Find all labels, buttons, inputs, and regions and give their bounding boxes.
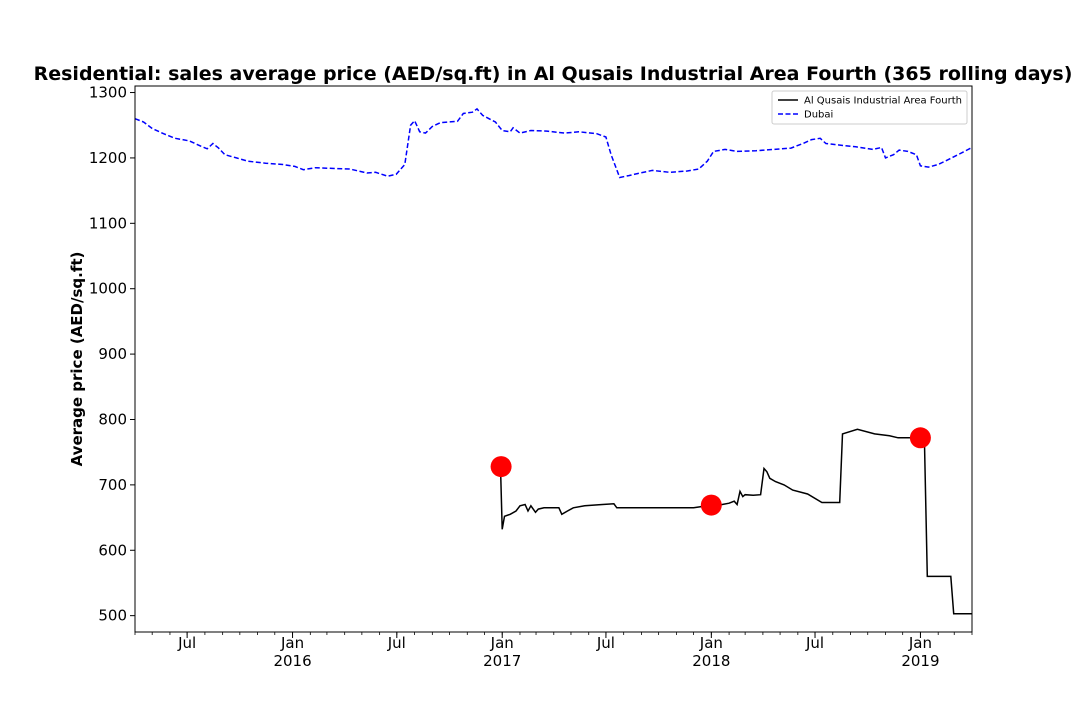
x-tick-label-3: Jan: [490, 634, 514, 652]
x-tick-label-1: Jan: [280, 634, 304, 652]
series-line-0: [499, 428, 972, 615]
x-tick-year-5: 2018: [692, 652, 730, 670]
x-tick-label-7: Jan: [908, 634, 932, 652]
series-marker-0-1: [700, 494, 722, 516]
chart-title: Residential: sales average price (AED/sq…: [34, 63, 1073, 85]
plot-frame: [134, 85, 973, 633]
y-tick-label-7: 1200: [89, 149, 127, 167]
y-tick-label-3: 800: [98, 410, 127, 428]
y-tick-label-8: 1300: [89, 84, 127, 102]
legend-frame: [771, 90, 968, 125]
y-tick-label-0: 500: [98, 607, 127, 625]
x-tick-year-3: 2017: [483, 652, 521, 670]
x-tick-label-6: Jul: [805, 634, 824, 652]
y-tick-label-4: 900: [98, 345, 127, 363]
plot-area: [134, 107, 973, 615]
series-marker-0-2: [909, 427, 931, 449]
x-tick-label-2: Jul: [387, 634, 406, 652]
y-tick-label-2: 700: [98, 476, 127, 494]
x-tick-label-4: Jul: [596, 634, 615, 652]
x-tick-year-7: 2019: [901, 652, 939, 670]
legend-label-area: Al Qusais Industrial Area Fourth: [804, 96, 962, 107]
legend: Al Qusais Industrial Area Fourth Dubai: [771, 90, 968, 125]
y-tick-label-6: 1100: [89, 214, 127, 232]
x-tick-year-1: 2016: [273, 652, 311, 670]
x-tick-label-5: Jan: [699, 634, 723, 652]
y-tick-label-1: 600: [98, 541, 127, 559]
y-tick-label-5: 1000: [89, 280, 127, 298]
legend-label-dubai: Dubai: [804, 110, 833, 121]
x-tick-label-0: Jul: [177, 634, 196, 652]
y-axis-label: Average price (AED/sq.ft): [68, 252, 86, 467]
series-marker-0-0: [490, 456, 512, 478]
series-line-1: [134, 107, 973, 179]
